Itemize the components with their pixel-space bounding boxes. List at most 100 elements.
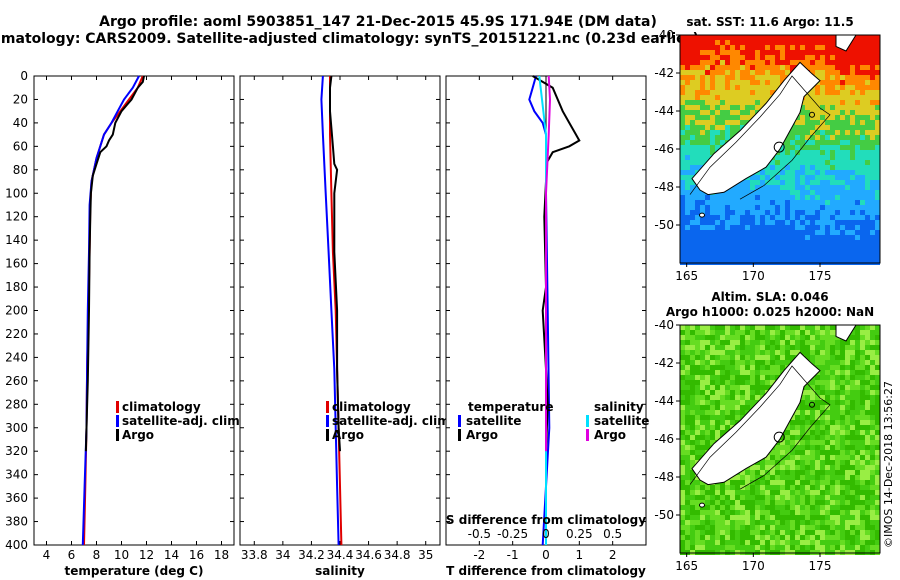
sst-map-cell (875, 180, 880, 185)
sla-map-cell (845, 425, 850, 430)
sla-map-cell (800, 535, 805, 540)
sla-map-cell (710, 425, 715, 430)
sla-map-cell (715, 350, 720, 355)
sla-map-cell (825, 515, 830, 520)
sla-map-cell (705, 370, 710, 375)
sla-map-cell (835, 430, 840, 435)
sla-map-cell (730, 490, 735, 495)
sst-map-cell (680, 220, 685, 225)
sst-map-cell (860, 215, 865, 220)
sst-map-cell (705, 50, 710, 55)
x-tick-label: 18 (214, 548, 229, 562)
sla-map-cell (785, 450, 790, 455)
sst-map-cell (785, 65, 790, 70)
sla-map-cell (730, 500, 735, 505)
sla-map-cell (855, 475, 860, 480)
sla-map-cell (845, 460, 850, 465)
sst-map-cell (800, 45, 805, 50)
sst-map-cell (770, 180, 775, 185)
sla-map-cell (795, 485, 800, 490)
sst-map-cell (815, 220, 820, 225)
sst-map-cell (800, 255, 805, 260)
sla-map-cell (815, 380, 820, 385)
sla-map-cell (855, 395, 860, 400)
sla-map-cell (870, 465, 875, 470)
sst-map-cell (690, 40, 695, 45)
sst-map-cell (800, 165, 805, 170)
sst-map-cell (685, 85, 690, 90)
sst-map-cell (820, 105, 825, 110)
sst-map-cell (845, 75, 850, 80)
series-line-argo (84, 75, 145, 452)
sla-map-cell (795, 530, 800, 535)
sst-map-cell (710, 135, 715, 140)
sst-map-cell (700, 230, 705, 235)
sla-map-cell (820, 445, 825, 450)
sla-map-cell (855, 440, 860, 445)
sst-map-cell (690, 45, 695, 50)
sst-map-cell (815, 205, 820, 210)
sst-map-cell (835, 55, 840, 60)
sst-map-cell (860, 135, 865, 140)
sst-map-cell (745, 180, 750, 185)
sst-map-cell (795, 170, 800, 175)
sst-map-cell (810, 160, 815, 165)
sst-map-cell (830, 150, 835, 155)
sst-map-cell (790, 180, 795, 185)
sst-map-cell (770, 190, 775, 195)
sst-map-cell (850, 65, 855, 70)
sst-map-cell (680, 145, 685, 150)
sla-map-cell (740, 545, 745, 550)
sla-map-cell (780, 525, 785, 530)
y-tick-label: 60 (13, 139, 28, 153)
y-tick-label: 140 (5, 233, 28, 247)
sla-map-cell (860, 350, 865, 355)
sla-map-cell (755, 395, 760, 400)
sst-map-cell (735, 200, 740, 205)
sla-map-cell (840, 445, 845, 450)
sst-map-cell (690, 50, 695, 55)
sla-map-cell (875, 325, 880, 330)
x-axis-label: salinity (315, 564, 365, 578)
sla-map-cell (815, 530, 820, 535)
sla-map-cell (690, 490, 695, 495)
sst-map-cell (745, 70, 750, 75)
sla-map-cell (765, 525, 770, 530)
sla-map-cell (765, 385, 770, 390)
sst-map-cell (685, 80, 690, 85)
sla-map-cell (845, 360, 850, 365)
sla-map-cell (840, 530, 845, 535)
sst-map-cell (830, 135, 835, 140)
sla-map-cell (820, 340, 825, 345)
sst-map-cell (835, 170, 840, 175)
sst-map-cell (860, 195, 865, 200)
sla-map-cell (730, 365, 735, 370)
sst-map-cell (755, 210, 760, 215)
sla-map-cell (765, 505, 770, 510)
sst-map-cell (830, 170, 835, 175)
sla-map-cell (865, 425, 870, 430)
sst-map-cell (800, 245, 805, 250)
sla-map-cell (740, 475, 745, 480)
sst-map-cell (840, 230, 845, 235)
sst-map-cell (865, 110, 870, 115)
sst-map-cell (685, 45, 690, 50)
sla-map-cell (825, 540, 830, 545)
sst-map-cell (830, 155, 835, 160)
sla-map-title: Altim. SLA: 0.046 (711, 290, 828, 304)
sla-map-cell (695, 370, 700, 375)
sst-map-cell (710, 150, 715, 155)
sla-map-cell (870, 415, 875, 420)
sla-map-cell (730, 415, 735, 420)
sla-map-cell (830, 480, 835, 485)
sst-map-cell (875, 170, 880, 175)
sst-map-cell (805, 165, 810, 170)
sst-map-cell (770, 170, 775, 175)
sst-map-cell (775, 220, 780, 225)
sst-map-cell (780, 75, 785, 80)
sla-map-cell (845, 525, 850, 530)
sst-map-cell (700, 110, 705, 115)
sst-map-cell (685, 125, 690, 130)
sla-map-cell (750, 385, 755, 390)
